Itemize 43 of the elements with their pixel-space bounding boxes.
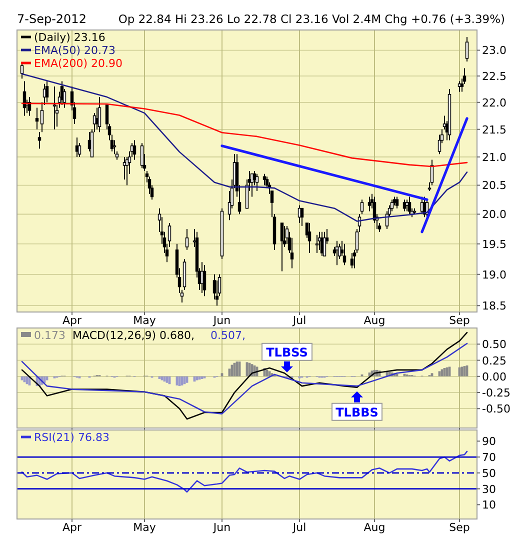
y-tick-label: -0.50 bbox=[482, 402, 510, 416]
x-tick-label: Apr bbox=[62, 314, 82, 327]
text: 0.507, bbox=[210, 329, 246, 342]
x-tick-label: May bbox=[133, 521, 156, 534]
y-tick-label: 0.25 bbox=[482, 354, 506, 368]
y-tick-label: 23.0 bbox=[482, 44, 506, 58]
x-tick-label: Sep bbox=[449, 521, 470, 534]
x-tick-label: Aug bbox=[364, 314, 386, 327]
x-tick-label: Jul bbox=[292, 521, 306, 534]
legend-label: RSI(21) 76.83 bbox=[34, 431, 110, 444]
chart-subtitle: Op 22.84 Hi 23.26 Lo 22.78 Cl 23.16 Vol 2.4M Chg +0.76 (+3.39%) bbox=[118, 12, 505, 26]
legend-label: EMA(50) 20.73 bbox=[34, 44, 116, 57]
x-tick-label: Jul bbox=[292, 314, 306, 327]
y-tick-label: -0.25 bbox=[482, 386, 510, 400]
y-tick-label: 20.0 bbox=[482, 208, 506, 222]
legend-label: (Daily) 23.16 bbox=[34, 31, 106, 44]
annotation: TLBBS bbox=[336, 405, 378, 420]
y-tick-label: 19.0 bbox=[482, 268, 506, 282]
x-tick-label: Jun bbox=[212, 521, 231, 534]
y-tick-label: 10 bbox=[482, 498, 496, 512]
y-tick-label: 90 bbox=[482, 435, 496, 448]
y-tick-label: 20.5 bbox=[482, 179, 506, 192]
y-tick-label: 19.5 bbox=[482, 238, 506, 251]
y-tick-label: 18.5 bbox=[482, 300, 506, 313]
annotation: TLBSS bbox=[266, 345, 308, 360]
x-tick-label: Aug bbox=[364, 521, 386, 534]
legend-label: 0.173 bbox=[34, 329, 66, 342]
y-tick-label: 21.0 bbox=[482, 150, 506, 164]
y-tick-label: 30 bbox=[482, 482, 496, 496]
x-tick-label: Apr bbox=[62, 521, 82, 534]
y-tick-label: 70 bbox=[482, 451, 496, 464]
y-tick-label: 0.50 bbox=[482, 338, 506, 352]
text: MACD(12,26,9) 0.680, bbox=[72, 329, 195, 342]
y-tick-label: 22.0 bbox=[482, 96, 506, 110]
legend-label: EMA(200) 20.90 bbox=[34, 57, 123, 70]
x-tick-label: May bbox=[133, 314, 156, 327]
chart-title: 7-Sep-2012 bbox=[17, 12, 86, 26]
y-tick-label: 0.00 bbox=[482, 370, 506, 384]
x-tick-label: Jun bbox=[212, 314, 231, 327]
x-tick-label: Sep bbox=[449, 314, 470, 327]
y-tick-label: 50 bbox=[482, 466, 496, 480]
y-tick-label: 21.5 bbox=[482, 123, 506, 136]
y-tick-label: 22.5 bbox=[482, 70, 506, 84]
